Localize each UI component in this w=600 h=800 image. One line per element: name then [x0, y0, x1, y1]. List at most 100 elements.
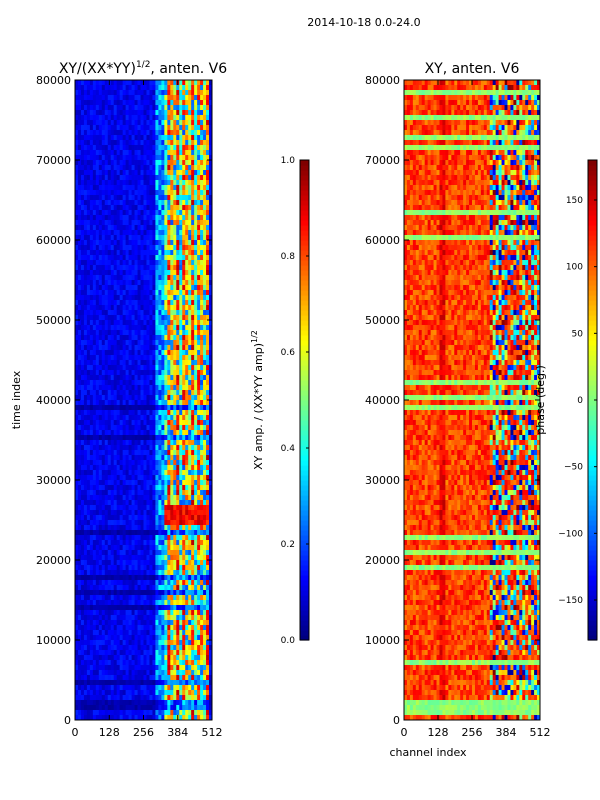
heatmap-cell: [176, 455, 180, 461]
heatmap-cell: [116, 525, 121, 531]
heatmap-cell: [95, 215, 100, 221]
heatmap-cell: [77, 375, 82, 381]
heatmap-cell: [113, 290, 118, 296]
heatmap-cell: [80, 85, 85, 91]
heatmap-cell: [167, 425, 171, 431]
heatmap-cell: [98, 150, 103, 156]
heatmap-cell: [182, 580, 186, 586]
heatmap-cell: [80, 595, 85, 601]
heatmap-cell: [80, 500, 85, 506]
heatmap-cell: [185, 250, 189, 256]
heatmap-cell: [206, 420, 210, 426]
heatmap-cell: [75, 405, 79, 411]
heatmap-cell: [158, 435, 162, 441]
heatmap-cell: [98, 190, 103, 196]
heatmap-cell: [128, 325, 132, 331]
heatmap-cell: [83, 300, 88, 306]
heatmap-cell: [155, 200, 159, 206]
heatmap-cell: [179, 440, 183, 446]
heatmap-cell: [173, 340, 177, 346]
heatmap-cell: [149, 590, 153, 596]
heatmap-cell: [170, 170, 174, 176]
heatmap-cell: [152, 425, 156, 431]
heatmap-cell: [197, 255, 201, 261]
heatmap-cell: [179, 400, 183, 406]
heatmap-cell: [200, 440, 204, 446]
heatmap-cell: [75, 355, 79, 361]
heatmap-cell: [176, 615, 180, 621]
heatmap-cell: [92, 145, 97, 151]
heatmap-cell: [125, 185, 130, 191]
heatmap-cell: [89, 300, 94, 306]
heatmap-cell: [152, 270, 156, 276]
heatmap-cell: [110, 360, 115, 366]
heatmap-cell: [110, 400, 115, 406]
heatmap-cell: [83, 295, 88, 301]
heatmap-cell: [128, 530, 132, 536]
heatmap-cell: [137, 265, 141, 271]
heatmap-cell: [185, 480, 189, 486]
heatmap-cell: [83, 175, 88, 181]
heatmap-cell: [101, 515, 106, 521]
heatmap-cell: [155, 340, 159, 346]
heatmap-cell: [203, 85, 207, 91]
heatmap-cell: [80, 420, 85, 426]
heatmap-cell: [203, 480, 207, 486]
heatmap-cell: [116, 310, 121, 316]
heatmap-cell: [75, 100, 79, 106]
heatmap-cell: [83, 515, 88, 521]
heatmap-cell: [134, 200, 138, 206]
heatmap-cell: [149, 110, 153, 116]
heatmap-cell: [173, 110, 177, 116]
heatmap-cell: [140, 100, 144, 106]
heatmap-cell: [173, 250, 177, 256]
heatmap-cell: [197, 570, 201, 576]
heatmap-cell: [185, 595, 189, 601]
heatmap-cell: [197, 180, 201, 186]
heatmap-cell: [176, 155, 180, 161]
heatmap-cell: [75, 90, 79, 96]
heatmap-cell: [86, 400, 91, 406]
heatmap-cell: [209, 240, 213, 246]
heatmap-cell: [89, 585, 94, 591]
heatmap-cell: [131, 390, 135, 396]
heatmap-cell: [158, 360, 162, 366]
heatmap-cell: [80, 615, 85, 621]
heatmap-cell: [77, 475, 82, 481]
heatmap-cell: [83, 335, 88, 341]
heatmap-cell: [107, 355, 112, 361]
heatmap-cell: [131, 330, 135, 336]
heatmap-cell: [209, 115, 213, 121]
heatmap-cell: [191, 580, 195, 586]
heatmap-cell: [98, 595, 103, 601]
heatmap-cell: [209, 490, 213, 496]
heatmap-cell: [116, 225, 121, 231]
heatmap-cell: [170, 175, 174, 181]
heatmap-cell: [80, 390, 85, 396]
heatmap-cell: [185, 490, 189, 496]
heatmap-cell: [75, 190, 79, 196]
heatmap-cell: [200, 350, 204, 356]
heatmap-cell: [137, 120, 141, 126]
heatmap-cell: [80, 160, 85, 166]
heatmap-cell: [119, 180, 124, 186]
heatmap-cell: [161, 325, 165, 331]
heatmap-cell: [152, 390, 156, 396]
heatmap-cell: [92, 105, 97, 111]
heatmap-cell: [119, 325, 124, 331]
heatmap-cell: [122, 430, 127, 436]
heatmap-cell: [131, 255, 135, 261]
heatmap-cell: [185, 455, 189, 461]
heatmap-cell: [203, 565, 207, 571]
heatmap-cell: [140, 330, 144, 336]
heatmap-cell: [119, 440, 124, 446]
heatmap-cell: [95, 570, 100, 576]
heatmap-cell: [194, 180, 198, 186]
heatmap-cell: [170, 245, 174, 251]
heatmap-cell: [113, 535, 118, 541]
heatmap-cell: [122, 385, 127, 391]
heatmap-cell: [185, 295, 189, 301]
heatmap-cell: [89, 415, 94, 421]
heatmap-cell: [155, 380, 159, 386]
heatmap-cell: [92, 615, 97, 621]
